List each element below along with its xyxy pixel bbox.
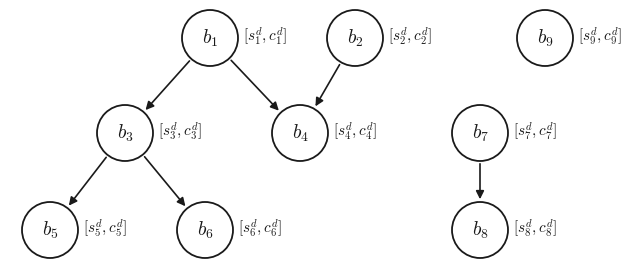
Text: $b_9$: $b_9$ xyxy=(537,27,554,49)
Text: $[s_7^d, c_7^d]$: $[s_7^d, c_7^d]$ xyxy=(513,120,557,142)
Text: $b_3$: $b_3$ xyxy=(116,122,133,144)
Text: $[s_2^d, c_2^d]$: $[s_2^d, c_2^d]$ xyxy=(388,25,433,47)
Text: $b_8$: $b_8$ xyxy=(472,219,488,241)
Ellipse shape xyxy=(97,105,153,161)
Ellipse shape xyxy=(22,202,78,258)
Text: $[s_8^d, c_8^d]$: $[s_8^d, c_8^d]$ xyxy=(513,217,557,239)
Text: $b_4$: $b_4$ xyxy=(292,122,308,144)
Text: $b_6$: $b_6$ xyxy=(196,219,213,241)
Text: $[s_5^d, c_5^d]$: $[s_5^d, c_5^d]$ xyxy=(83,217,127,239)
Text: $b_5$: $b_5$ xyxy=(42,219,58,241)
Text: $[s_4^d, c_4^d]$: $[s_4^d, c_4^d]$ xyxy=(333,120,378,142)
Ellipse shape xyxy=(452,202,508,258)
Ellipse shape xyxy=(452,105,508,161)
Ellipse shape xyxy=(327,10,383,66)
Ellipse shape xyxy=(517,10,573,66)
Ellipse shape xyxy=(272,105,328,161)
Text: $[s_6^d, c_6^d]$: $[s_6^d, c_6^d]$ xyxy=(238,217,282,239)
Text: $b_2$: $b_2$ xyxy=(347,27,363,49)
Text: $b_7$: $b_7$ xyxy=(472,122,488,144)
Text: $[s_9^d, c_9^d]$: $[s_9^d, c_9^d]$ xyxy=(578,25,623,47)
Text: $[s_1^d, c_1^d]$: $[s_1^d, c_1^d]$ xyxy=(243,25,287,47)
Ellipse shape xyxy=(177,202,233,258)
Ellipse shape xyxy=(182,10,238,66)
Text: $[s_3^d, c_3^d]$: $[s_3^d, c_3^d]$ xyxy=(158,120,202,142)
Text: $b_1$: $b_1$ xyxy=(202,27,218,49)
